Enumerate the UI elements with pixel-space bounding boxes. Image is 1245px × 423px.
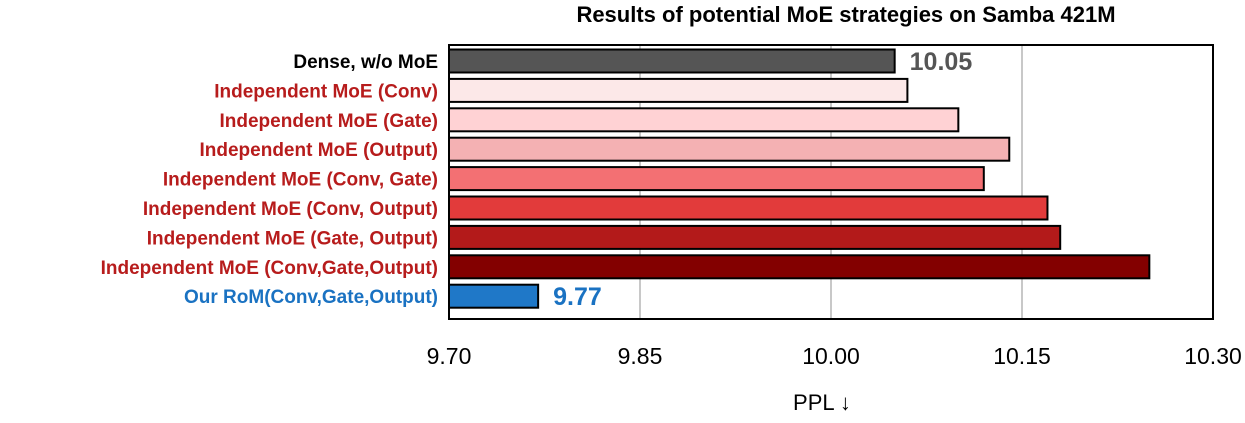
category-label: Independent MoE (Conv,Gate,Output): [101, 258, 438, 279]
bars: [448, 48, 1151, 309]
plot-frame: [448, 44, 1214, 320]
category-label: Independent MoE (Conv, Output): [143, 199, 438, 220]
data-labels: 10.05 9.77: [553, 48, 972, 311]
data-label: 9.77: [553, 283, 602, 311]
category-label: Independent MoE (Gate, Output): [147, 228, 438, 249]
bar: [448, 283, 540, 309]
category-label: Independent MoE (Gate): [220, 111, 439, 132]
x-tick-label: 9.85: [618, 343, 663, 369]
category-label: Our RoM(Conv,Gate,Output): [184, 287, 438, 308]
bar: [448, 136, 1011, 162]
bar: [448, 77, 909, 103]
x-tick-label: 10.30: [1184, 343, 1242, 369]
category-label: Dense, w/o MoE: [293, 52, 438, 73]
x-axis-label: PPL ↓: [793, 390, 851, 415]
category-label: Independent MoE (Output): [199, 140, 438, 161]
category-label: Independent MoE (Conv): [214, 81, 438, 102]
x-tick-label: 10.00: [802, 343, 860, 369]
bar: [448, 166, 985, 192]
bar: [448, 107, 960, 133]
bar: [448, 195, 1049, 221]
category-labels: Dense, w/o MoE Independent MoE (Conv) Inde…: [101, 52, 438, 308]
x-tick-labels: 9.70 9.85 10.00 10.15 10.30: [427, 343, 1242, 369]
bar: [448, 224, 1062, 250]
x-tick-label: 10.15: [993, 343, 1051, 369]
bar: [448, 48, 896, 74]
bar: [448, 254, 1151, 280]
data-label: 10.05: [910, 48, 973, 76]
x-tick-label: 9.70: [427, 343, 472, 369]
category-label: Independent MoE (Conv, Gate): [163, 170, 438, 191]
chart-title: Results of potential MoE strategies on S…: [576, 2, 1115, 27]
